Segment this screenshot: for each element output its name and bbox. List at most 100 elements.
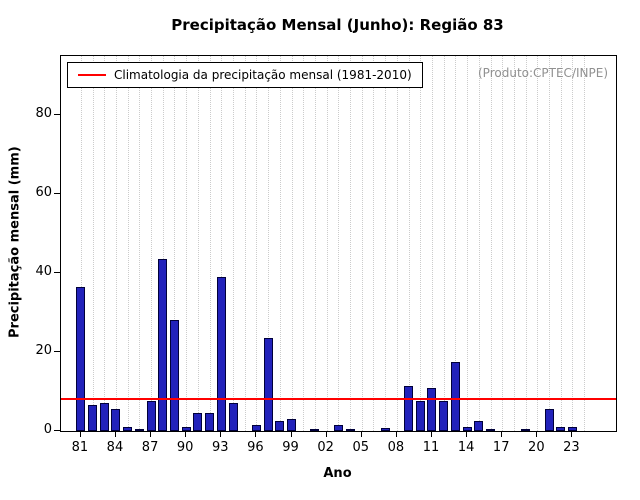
bar-84 (111, 409, 121, 431)
year-gridline (385, 56, 387, 431)
year-gridline (139, 56, 141, 431)
year-gridline (197, 56, 199, 431)
bar-07 (380, 427, 390, 431)
x-tick-mark (79, 431, 81, 437)
bar-92 (205, 413, 215, 431)
y-tick-mark (54, 272, 60, 274)
x-tick-label: 81 (71, 440, 89, 455)
bar-85 (123, 427, 133, 431)
x-tick-label: 87 (141, 440, 159, 455)
x-tick-mark (150, 431, 152, 437)
year-gridline (373, 56, 375, 431)
x-tick-label: 99 (282, 440, 299, 455)
year-gridline (268, 56, 270, 431)
year-gridline (490, 56, 492, 431)
year-gridline (513, 56, 515, 431)
x-tick-mark (501, 431, 503, 437)
year-gridline (443, 56, 445, 431)
bar-86 (134, 429, 144, 431)
bar-22 (556, 427, 566, 431)
legend-label: Climatologia da precipitação mensal (198… (114, 68, 412, 82)
x-tick-label: 93 (212, 440, 229, 455)
bar-10 (415, 401, 425, 431)
bar-88 (158, 259, 168, 431)
bar-16 (486, 429, 495, 431)
year-gridline (572, 56, 574, 431)
bar-97 (263, 338, 273, 431)
year-gridline (396, 56, 398, 431)
x-tick-mark (466, 431, 468, 437)
year-gridline (186, 56, 188, 431)
bar-19 (521, 429, 531, 431)
y-tick-mark (54, 351, 60, 353)
year-gridline (338, 56, 340, 431)
year-gridline (420, 56, 422, 431)
year-gridline (244, 56, 246, 431)
x-tick-mark (536, 431, 538, 437)
year-gridline (350, 56, 352, 431)
x-tick-mark (255, 431, 257, 437)
year-gridline (256, 56, 258, 431)
x-tick-label: 08 (387, 440, 405, 455)
year-gridline (279, 56, 281, 431)
x-axis-label: Ano (323, 466, 352, 481)
x-tick-mark (220, 431, 222, 437)
bar-87 (146, 401, 156, 431)
bar-93 (216, 277, 226, 431)
x-tick-mark (430, 431, 432, 437)
bar-15 (474, 421, 484, 431)
climatology-line (61, 398, 616, 401)
year-gridline (233, 56, 234, 431)
x-tick-label: 90 (176, 440, 194, 455)
bar-90 (181, 427, 191, 431)
bar-99 (287, 419, 297, 431)
bar-94 (228, 403, 238, 431)
bar-01 (310, 429, 320, 431)
year-gridline (467, 56, 469, 431)
year-gridline (174, 56, 176, 431)
year-gridline (209, 56, 211, 431)
bar-81 (76, 286, 86, 431)
year-gridline (104, 56, 106, 431)
bar-23 (567, 427, 577, 431)
year-gridline (326, 56, 328, 431)
product-annotation: (Produto:CPTEC/INPE) (478, 66, 608, 80)
x-tick-label: 05 (352, 440, 370, 455)
year-gridline (162, 56, 164, 431)
year-gridline (127, 56, 129, 431)
climatology-line-sample (78, 74, 106, 76)
bar-04 (345, 429, 355, 431)
year-gridline (560, 56, 562, 431)
bar-83 (99, 403, 109, 431)
year-gridline (537, 56, 539, 431)
year-gridline (80, 56, 82, 431)
x-tick-mark (395, 431, 397, 437)
year-gridline (549, 56, 551, 431)
bar-14 (462, 427, 472, 431)
year-gridline (303, 56, 305, 431)
x-tick-label: 11 (422, 440, 440, 455)
x-tick-mark (360, 431, 362, 437)
y-tick-label: 0 (43, 422, 52, 437)
bar-96 (251, 425, 261, 431)
x-tick-label: 96 (247, 440, 264, 455)
y-tick-mark (54, 193, 60, 195)
chart-title: Precipitação Mensal (Junho): Região 83 (171, 16, 504, 34)
year-gridline (455, 56, 457, 431)
bar-11 (427, 387, 437, 431)
x-tick-label: 20 (528, 440, 545, 455)
year-gridline (502, 56, 504, 431)
year-gridline (408, 56, 410, 431)
y-tick-label: 40 (35, 264, 52, 280)
bar-98 (275, 421, 285, 431)
bar-21 (544, 409, 554, 431)
y-tick-label: 80 (35, 106, 52, 122)
x-tick-mark (185, 431, 187, 437)
x-tick-label: 84 (106, 440, 124, 455)
bar-03 (333, 425, 343, 431)
year-gridline (151, 56, 153, 431)
x-tick-mark (571, 431, 573, 437)
x-tick-label: 17 (492, 440, 510, 455)
year-gridline (361, 56, 363, 431)
